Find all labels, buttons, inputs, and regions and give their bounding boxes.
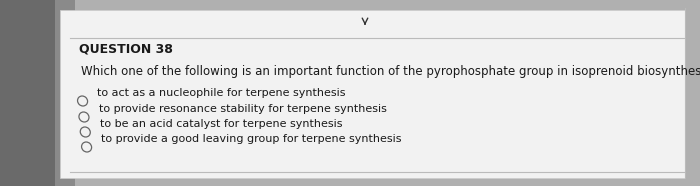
Text: to act as a nucleophile for terpene synthesis: to act as a nucleophile for terpene synt… [97,88,346,98]
Text: QUESTION 38: QUESTION 38 [78,43,172,56]
Bar [55,0,75,186]
Text: to provide a good leaving group for terpene synthesis: to provide a good leaving group for terp… [102,134,402,144]
Bar [0,0,55,186]
Text: to be an acid catalyst for terpene synthesis: to be an acid catalyst for terpene synth… [100,119,342,129]
Bar [60,10,685,178]
Text: Which one of the following is an important function of the pyrophosphate group i: Which one of the following is an importa… [80,65,700,78]
Text: to provide resonance stability for terpene synthesis: to provide resonance stability for terpe… [99,104,386,114]
